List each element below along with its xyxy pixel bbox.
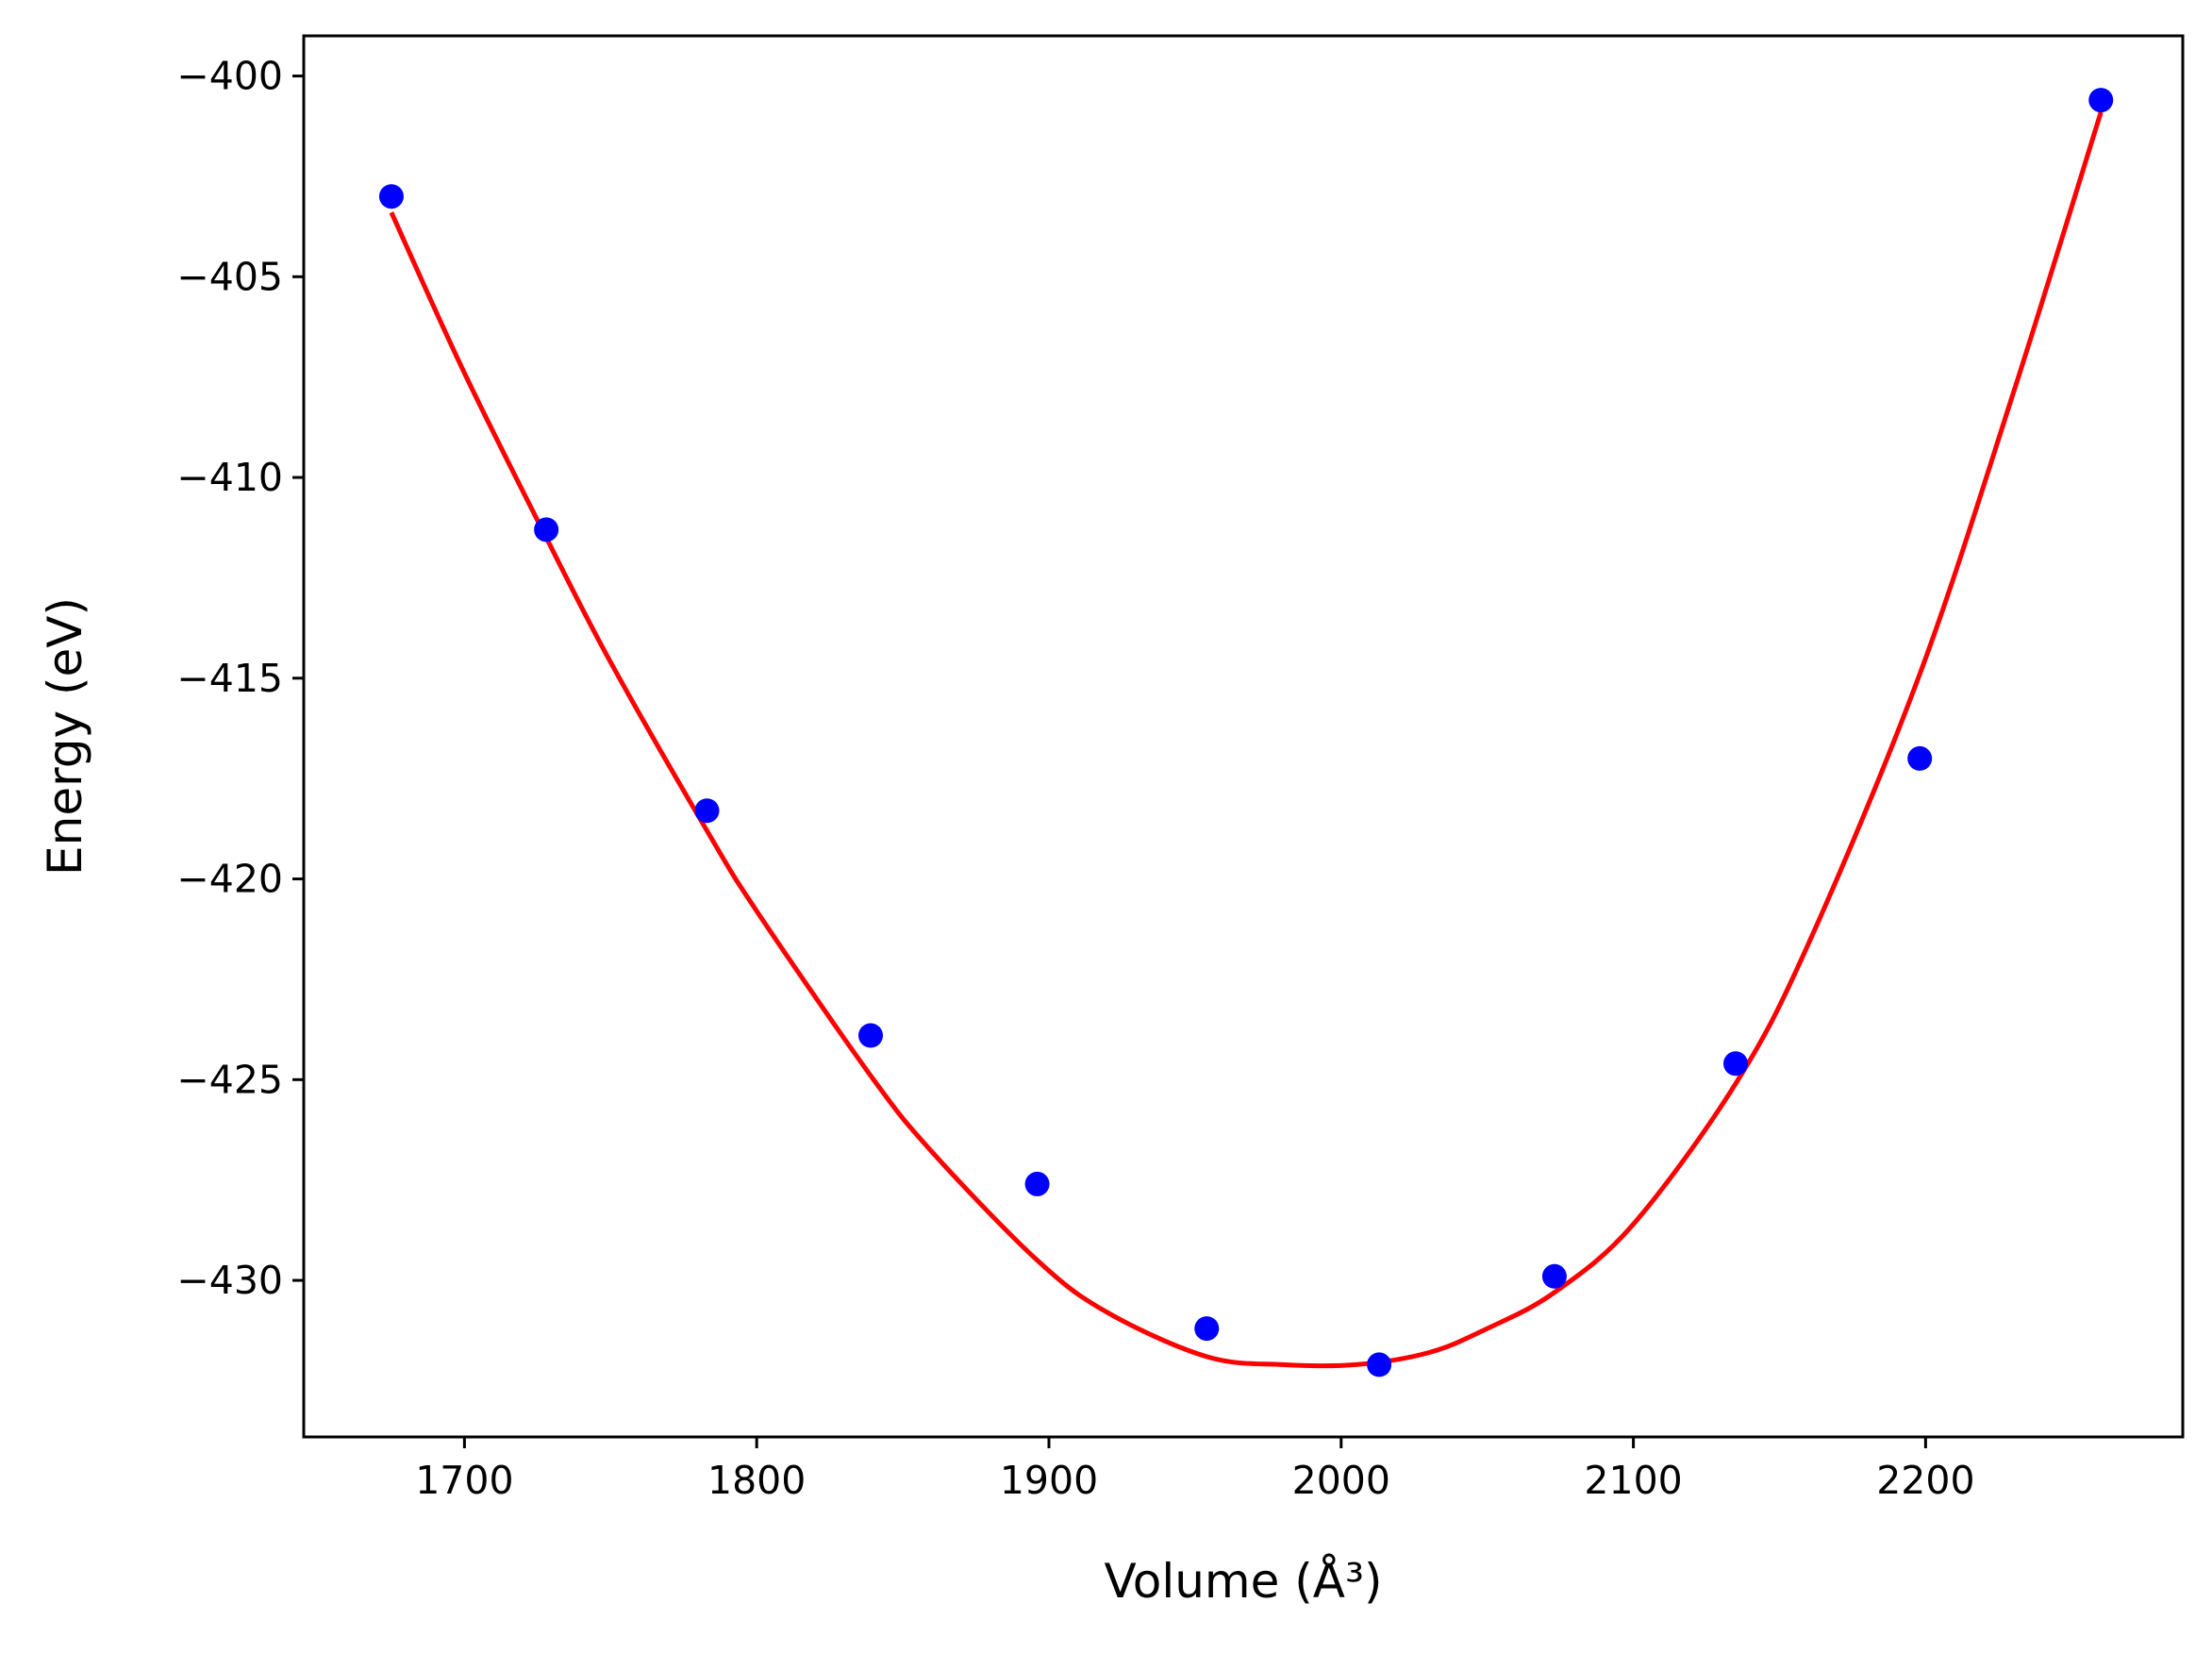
plot-frame: [302, 34, 2185, 1439]
data-point: [858, 1023, 884, 1048]
fit-curve: [389, 111, 2104, 1369]
y-tick-label: −420: [176, 857, 283, 902]
y-tick-label: −410: [176, 455, 283, 500]
y-tick-label: −415: [176, 656, 283, 701]
x-tick-label: 2200: [1876, 1458, 1974, 1503]
data-point: [1907, 745, 1933, 771]
data-point: [1367, 1352, 1392, 1378]
x-tick-label: 1700: [415, 1458, 513, 1503]
y-tick-label: −400: [176, 54, 283, 99]
fit-curve-layer: [389, 111, 2104, 1369]
y-axis-title: Energy (eV): [38, 597, 92, 876]
data-point: [1541, 1263, 1567, 1289]
y-axis: −400 −405 −410 −415 −420 −425 −430: [176, 54, 304, 1303]
y-tick-label: −425: [176, 1057, 283, 1102]
data-point: [378, 184, 404, 209]
data-point: [1723, 1051, 1749, 1077]
data-point: [534, 517, 559, 543]
data-point: [1024, 1171, 1050, 1196]
y-tick-label: −405: [176, 254, 283, 299]
y-tick-label: −430: [176, 1258, 283, 1303]
x-tick-label: 2100: [1584, 1458, 1682, 1503]
x-axis-title: Volume (Å³): [1104, 1554, 1382, 1609]
data-point: [1194, 1316, 1220, 1342]
x-axis: 1700 1800 1900 2000 2100 2200: [415, 1437, 1975, 1503]
data-points-layer: [378, 88, 2114, 1378]
data-point: [2088, 88, 2114, 113]
x-tick-label: 1900: [1000, 1458, 1098, 1503]
data-point: [694, 798, 720, 824]
x-tick-label: 1800: [707, 1458, 806, 1503]
x-tick-label: 2000: [1292, 1458, 1390, 1503]
